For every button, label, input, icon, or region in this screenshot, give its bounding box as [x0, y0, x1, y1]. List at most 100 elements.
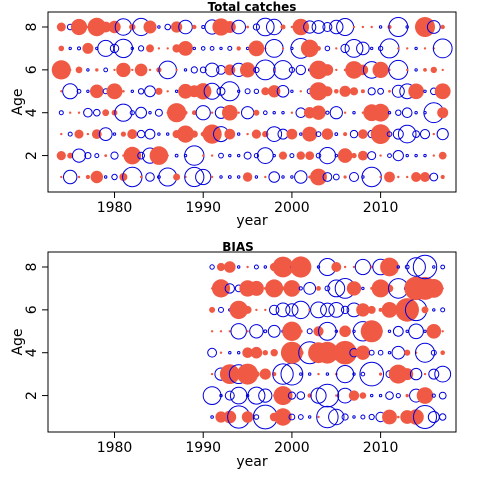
bubble-negative	[297, 414, 304, 420]
bubble-positive	[183, 110, 188, 115]
bubble-positive	[139, 175, 143, 179]
bubble-positive	[265, 279, 284, 298]
bubble-negative	[336, 18, 355, 36]
bubble-negative	[192, 46, 197, 51]
bubble-positive	[219, 351, 223, 354]
bubble-negative	[392, 325, 404, 337]
bubble-negative	[264, 39, 284, 58]
bubble-positive	[212, 18, 230, 36]
bubble-negative	[256, 17, 275, 37]
bubble-positive	[385, 284, 394, 293]
x-tick-label: 1980	[97, 440, 133, 456]
bubble-positive	[248, 280, 264, 296]
bubble-positive	[397, 415, 400, 419]
bubble-positive	[335, 68, 338, 72]
bubble-negative	[86, 68, 90, 72]
bubble-positive	[296, 151, 305, 160]
bubble-negative	[328, 408, 345, 426]
bubble-positive	[423, 68, 427, 72]
bubble-negative	[327, 279, 346, 298]
bubble-positive	[60, 90, 63, 93]
bubble-positive	[423, 372, 427, 376]
bubble-negative	[387, 351, 392, 355]
bubble-positive	[290, 25, 294, 29]
bubble-negative	[218, 152, 224, 159]
bubble-negative	[86, 89, 90, 94]
bubble-negative	[71, 148, 87, 163]
bubble-negative	[253, 153, 259, 159]
bubble-negative	[97, 39, 115, 57]
bubble-negative	[109, 43, 120, 54]
bubble-positive	[361, 25, 365, 29]
bubbles-total-catches	[51, 17, 453, 188]
bubble-negative	[378, 25, 383, 29]
bubble-negative	[104, 175, 108, 179]
bubble-negative	[430, 349, 437, 356]
bubble-negative	[439, 413, 447, 421]
bubble-positive	[191, 110, 197, 116]
bubble-negative	[237, 351, 241, 355]
x-axis-label-2: year	[236, 454, 267, 470]
bubble-positive	[100, 21, 112, 33]
bubble-negative	[431, 393, 436, 398]
bubble-negative	[316, 405, 339, 429]
bubble-negative	[58, 110, 64, 116]
bubble-negative	[387, 111, 392, 115]
bubble-positive	[406, 68, 409, 72]
bubble-positive	[384, 171, 395, 183]
bubble-negative	[219, 175, 223, 179]
bubble-positive	[202, 154, 205, 157]
bubble-positive	[415, 17, 435, 37]
bubble-negative	[308, 415, 312, 419]
bubble-negative	[229, 386, 248, 405]
bubble-positive	[282, 321, 302, 341]
bubble-positive	[281, 47, 285, 50]
bubble-positive	[440, 174, 445, 180]
bubble-positive	[259, 368, 271, 380]
bubble-negative	[395, 109, 402, 116]
bubble-negative	[397, 124, 417, 144]
bubble-negative	[68, 46, 72, 51]
bubble-negative	[289, 153, 295, 159]
bubble-negative	[386, 131, 393, 137]
bubble-positive	[437, 107, 449, 119]
bubble-negative	[148, 111, 152, 115]
bubble-negative	[157, 25, 161, 29]
bubble-negative	[288, 413, 296, 421]
panel-total-catches: Total catches 1980 1990 2000 2010 2 4 6 8 year…	[10, 0, 457, 229]
bubble-negative	[428, 368, 440, 380]
bubble-positive	[388, 89, 391, 93]
bubble-positive	[210, 372, 214, 376]
bubble-positive	[229, 300, 248, 320]
bubble-positive	[339, 85, 351, 97]
bubble-negative	[227, 45, 233, 51]
bubble-positive	[343, 175, 347, 179]
bubble-positive	[242, 172, 253, 182]
bubble-positive	[255, 308, 258, 312]
bubble-negative	[254, 175, 259, 179]
bubble-positive	[264, 175, 267, 179]
bubble-positive	[202, 124, 222, 144]
bubble-negative	[294, 170, 308, 184]
bubble-negative	[354, 258, 371, 276]
bubble-negative	[237, 265, 241, 269]
bubble-negative	[329, 19, 344, 35]
bubble-negative	[296, 391, 306, 400]
bubble-negative	[385, 391, 394, 400]
bubble-negative	[368, 349, 375, 356]
bubble-negative	[247, 386, 266, 405]
bubble-positive	[166, 90, 169, 93]
x-tick-label: 2000	[274, 440, 310, 456]
bubble-negative	[113, 38, 134, 59]
bubble-positive	[90, 84, 104, 99]
bubble-positive	[378, 329, 383, 334]
bubble-negative	[103, 67, 109, 73]
bubble-negative	[228, 153, 232, 158]
bubble-negative	[427, 411, 440, 423]
bubble-negative	[195, 168, 212, 186]
bubble-negative	[367, 151, 377, 161]
bubble-positive	[360, 320, 383, 343]
bubble-negative	[243, 151, 252, 160]
bubble-positive	[355, 345, 371, 360]
bubble-negative	[392, 150, 404, 162]
